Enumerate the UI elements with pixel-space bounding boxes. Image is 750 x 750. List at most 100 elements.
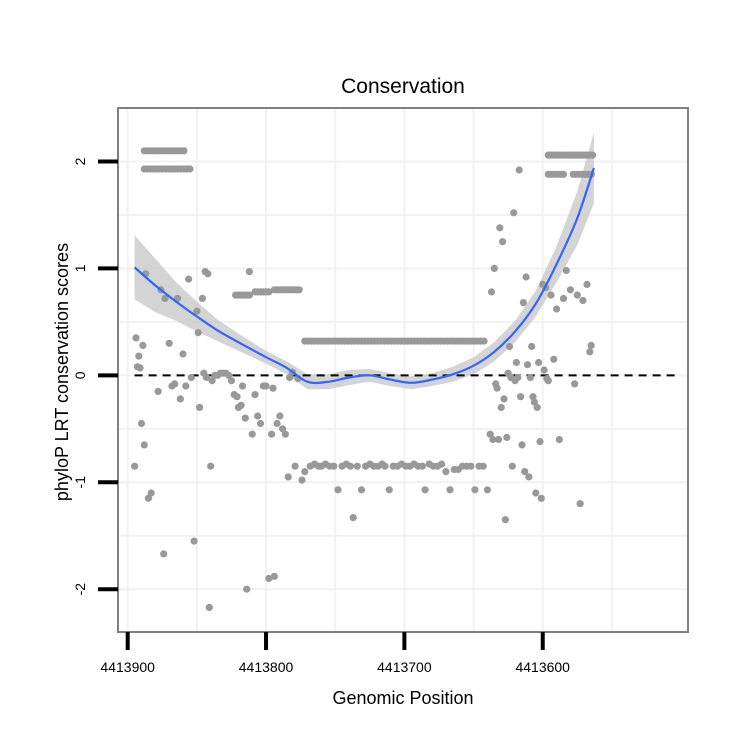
data-point: [353, 462, 361, 470]
data-point: [208, 377, 216, 385]
data-point: [144, 494, 152, 502]
data-point: [553, 305, 561, 313]
plot-panel: [117, 107, 689, 633]
data-point: [160, 550, 168, 558]
data-point: [179, 350, 187, 358]
data-point: [182, 382, 190, 390]
data-point: [186, 165, 194, 173]
data-point: [540, 366, 548, 374]
data-point: [512, 358, 521, 367]
data-point: [537, 494, 545, 502]
data-point: [503, 433, 511, 441]
data-point: [501, 516, 509, 524]
data-point: [518, 441, 526, 449]
data-point: [194, 329, 202, 337]
data-points: [131, 147, 597, 612]
data-point: [265, 288, 273, 296]
data-point: [281, 430, 289, 438]
data-point: [479, 462, 487, 470]
data-point: [385, 486, 393, 494]
data-point: [438, 460, 446, 468]
y-tick-label: 0: [72, 371, 88, 379]
data-point: [467, 462, 475, 470]
data-point: [529, 393, 537, 401]
data-point: [279, 425, 287, 433]
data-point: [268, 430, 276, 438]
data-point: [521, 468, 529, 476]
data-point: [510, 209, 518, 217]
data-point: [273, 419, 281, 428]
data-point: [262, 382, 270, 390]
data-point: [566, 286, 575, 294]
data-point: [550, 355, 558, 363]
data-point: [544, 377, 552, 385]
data-point: [180, 147, 188, 155]
data-point: [471, 486, 479, 494]
data-point: [528, 342, 536, 351]
data-point: [349, 514, 357, 522]
data-point: [489, 435, 497, 444]
data-point: [555, 435, 563, 444]
x-axis-label: Genomic Position: [332, 688, 473, 708]
data-point: [284, 473, 292, 481]
data-point: [500, 395, 508, 403]
y-tick-label: 2: [72, 157, 88, 165]
data-point: [330, 462, 338, 470]
data-point: [483, 486, 491, 494]
y-axis: -2 -1 0 1 2: [72, 157, 118, 595]
data-point: [519, 299, 528, 307]
data-point: [139, 341, 147, 349]
data-point: [187, 373, 195, 382]
data-point: [237, 401, 245, 409]
data-point: [480, 337, 488, 345]
data-point: [514, 373, 522, 382]
data-point: [547, 291, 555, 299]
data-point: [202, 373, 211, 382]
data-point: [165, 339, 173, 347]
y-axis-label: phyloP LRT conservation scores: [52, 243, 72, 501]
data-point: [269, 384, 277, 392]
data-point: [204, 270, 212, 278]
data-point: [171, 380, 179, 388]
data-point: [536, 438, 544, 446]
data-point: [241, 414, 249, 422]
data-point: [573, 291, 581, 299]
data-point: [185, 275, 193, 283]
smooth-fit-line: [133, 167, 595, 385]
x-tick-label: 4413900: [100, 659, 155, 675]
data-point: [508, 462, 516, 470]
data-point: [535, 358, 543, 367]
data-point: [496, 224, 504, 232]
y-tick-label: -2: [72, 583, 88, 596]
data-point: [494, 435, 503, 444]
data-point: [442, 468, 450, 476]
data-point: [132, 334, 140, 342]
data-point: [493, 384, 501, 392]
data-point: [583, 280, 591, 288]
data-point: [530, 398, 539, 406]
data-point: [517, 393, 525, 401]
data-point: [421, 486, 429, 494]
data-point: [576, 500, 584, 508]
data-point: [571, 380, 579, 388]
x-axis: 4413900 4413800 4413700 4413600: [100, 632, 570, 675]
data-point: [505, 342, 514, 351]
data-point: [486, 430, 494, 438]
data-point: [533, 403, 541, 411]
data-point: [254, 412, 262, 420]
data-point: [265, 574, 273, 583]
data-point: [245, 268, 253, 276]
data-point: [276, 412, 284, 420]
data-point: [225, 371, 233, 379]
y-tick-label: 1: [72, 264, 88, 272]
data-point: [286, 373, 294, 382]
data-point: [579, 296, 587, 305]
data-point: [270, 572, 278, 581]
data-point: [198, 294, 206, 302]
data-point: [161, 294, 169, 302]
data-point: [515, 166, 523, 174]
data-point: [490, 264, 498, 272]
x-tick-label: 4413700: [377, 659, 432, 675]
data-point: [147, 489, 155, 497]
data-point: [227, 377, 235, 385]
